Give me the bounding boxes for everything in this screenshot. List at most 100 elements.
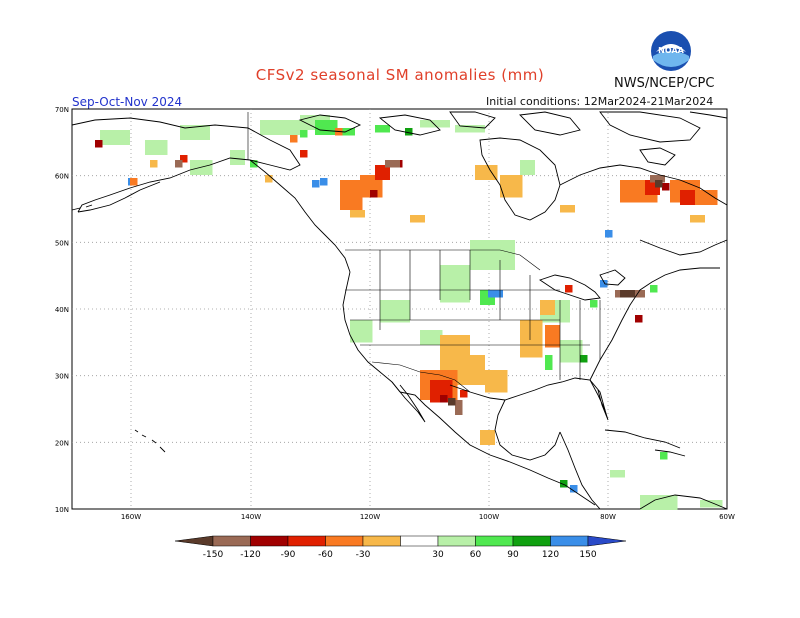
anomaly-cell [175, 160, 183, 168]
lat-label: 10N [55, 506, 69, 514]
anomaly-cell [420, 120, 450, 128]
anomaly-cell [385, 160, 400, 168]
map-title: CFSv2 seasonal SM anomalies (mm) [255, 66, 545, 84]
anomaly-cell [660, 452, 668, 460]
anomaly-cell [560, 205, 575, 213]
anomaly-cell [290, 135, 298, 143]
lon-label: 160W [121, 513, 141, 521]
anomaly-cell [600, 280, 608, 288]
colorbar-swatch [512, 535, 551, 547]
colorbar-tick-label: -90 [281, 550, 296, 560]
noaa-logo: NOAA [651, 31, 691, 71]
anomaly-cell [640, 495, 678, 510]
anomaly-cell [610, 470, 625, 478]
lon-label: 100W [479, 513, 499, 521]
colorbar-swatch [475, 535, 514, 547]
anomaly-cell [475, 165, 498, 180]
anomaly-cell [695, 190, 718, 205]
anomaly-cell [560, 340, 583, 363]
anomaly-cell [260, 120, 305, 135]
anomaly-cell [662, 183, 670, 191]
anomaly-cell [488, 290, 503, 298]
colorbar-low-arrow [174, 535, 214, 547]
colorbar-tick-label: -30 [356, 550, 371, 560]
anomaly-cells [95, 115, 723, 510]
colorbar-swatch [362, 535, 401, 547]
anomaly-cell [680, 190, 695, 205]
lon-label: 120W [360, 513, 380, 521]
anomaly-cell [130, 178, 138, 186]
colorbar-swatch [437, 535, 476, 547]
anomaly-cell [370, 190, 378, 198]
anomaly-cell [570, 485, 578, 493]
colorbar-swatch [400, 535, 439, 547]
anomaly-cell [590, 300, 598, 308]
anomaly-cell [95, 140, 103, 148]
anomaly-cell [485, 370, 508, 393]
lat-label: 70N [55, 106, 69, 114]
anomaly-cell [312, 180, 320, 188]
anomaly-cell [605, 230, 613, 238]
anomaly-cell [455, 400, 463, 415]
latitude-labels: 70N 60N 50N 40N 30N 20N 10N [55, 106, 69, 514]
lat-label: 20N [55, 439, 69, 447]
anomaly-cell [560, 480, 568, 488]
anomaly-cell [145, 140, 168, 155]
anomaly-cell [440, 395, 448, 403]
coastlines [71, 111, 728, 510]
colorbar-tick-label: 30 [432, 550, 444, 560]
anomaly-cell [635, 315, 643, 323]
svg-text:NOAA: NOAA [658, 46, 684, 55]
anomaly-cell [300, 130, 308, 138]
colorbar-tick-label: 90 [507, 550, 519, 560]
lon-label: 60W [719, 513, 735, 521]
anomaly-cell [300, 150, 308, 158]
colorbar-high-arrow [587, 535, 627, 547]
lat-label: 40N [55, 306, 69, 314]
map-gridlines [72, 109, 727, 509]
anomaly-cell [500, 175, 523, 198]
anomaly-cell [650, 175, 665, 183]
lon-label: 140W [241, 513, 261, 521]
anomaly-cell [520, 160, 535, 175]
anomaly-cell [480, 430, 495, 445]
anomaly-cell [470, 240, 515, 270]
political-borders [247, 112, 601, 393]
anomaly-cell [265, 175, 273, 183]
anomaly-cell [350, 210, 365, 218]
forecast-period: Sep-Oct-Nov 2024 [72, 95, 183, 109]
initial-conditions: Initial conditions: 12Mar2024-21Mar2024 [486, 95, 714, 108]
colorbar-tick-label: -120 [240, 550, 261, 560]
anomaly-cell [230, 150, 245, 165]
anomaly-cell [405, 128, 413, 136]
agency-label: NWS/NCEP/CPC [614, 76, 715, 91]
anomaly-cell [380, 300, 410, 323]
anomaly-cell [100, 130, 130, 145]
anomaly-cell [545, 325, 560, 348]
anomaly-cell [320, 178, 328, 186]
anomaly-cell [250, 160, 258, 168]
anomaly-cell [690, 215, 705, 223]
lat-label: 30N [55, 373, 69, 381]
colorbar-tick-label: 120 [542, 550, 559, 560]
anomaly-cell [440, 265, 470, 303]
anomaly-cell [655, 180, 663, 188]
anomaly-cell [650, 285, 658, 293]
anomaly-cell [448, 398, 456, 406]
anomaly-cell [455, 355, 485, 385]
anomaly-cell [350, 320, 373, 343]
anomaly-cell [420, 330, 443, 345]
anomaly-cell [545, 355, 553, 370]
anomaly-cell [340, 128, 355, 136]
colorbar-swatch [212, 535, 251, 547]
anomaly-cell [180, 155, 188, 163]
anomaly-cell [460, 390, 468, 398]
anomaly-cell [540, 300, 555, 315]
anomaly-cell [565, 285, 573, 293]
colorbar-swatch [287, 535, 326, 547]
anomaly-cell [700, 500, 723, 508]
anomaly-cell [375, 165, 390, 180]
anomaly-cell [520, 320, 543, 358]
lat-label: 50N [55, 239, 69, 247]
